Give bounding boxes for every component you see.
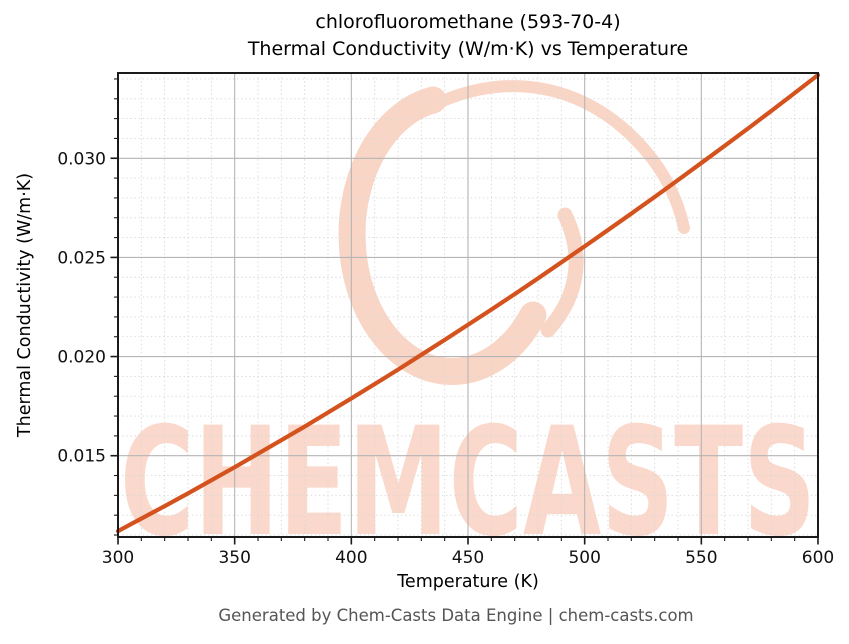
watermark-swoosh-icon: [422, 80, 690, 234]
y-axis-label: Thermal Conductivity (W/m·K): [15, 172, 35, 438]
x-tick-label: 600: [802, 548, 834, 568]
data-curve: [115, 72, 821, 534]
y-tick-label: 0.015: [57, 447, 106, 467]
x-tick-label: 500: [568, 548, 600, 568]
x-tick-label: 300: [102, 548, 134, 568]
y-tick-label: 0.030: [57, 149, 106, 169]
chart-title-line2: Thermal Conductivity (W/m·K) vs Temperat…: [247, 38, 689, 60]
y-tick-label: 0.025: [57, 248, 106, 268]
x-tick-label: 400: [335, 548, 367, 568]
watermark-swirl-tail-icon: [540, 207, 584, 338]
chart-title: chlorofluoromethane (593-70-4) Thermal C…: [118, 9, 818, 63]
x-axis-label: Temperature (K): [397, 572, 539, 592]
watermark-swirl-icon: [338, 86, 547, 385]
chart-title-line1: chlorofluoromethane (593-70-4): [315, 11, 621, 33]
x-tick-label: 550: [685, 548, 717, 568]
y-tick-label: 0.020: [57, 348, 106, 368]
x-tick-label: 450: [452, 548, 484, 568]
attribution-footer: Generated by Chem-Casts Data Engine | ch…: [218, 606, 694, 625]
x-tick-label: 350: [218, 548, 250, 568]
